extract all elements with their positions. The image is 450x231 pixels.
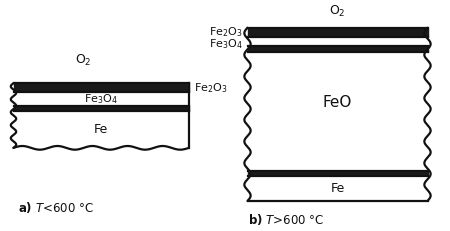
Text: FeO: FeO <box>323 95 352 110</box>
Text: Fe: Fe <box>330 182 345 195</box>
Text: $\bf{b)}$ $\mathit{T}$>600 °C: $\bf{b)}$ $\mathit{T}$>600 °C <box>248 212 324 227</box>
Text: Fe$_2$O$_3$: Fe$_2$O$_3$ <box>194 81 228 95</box>
Text: O$_2$: O$_2$ <box>329 4 346 19</box>
Text: Fe: Fe <box>94 123 108 136</box>
Text: $\bf{a)}$ $\mathit{T}$<600 °C: $\bf{a)}$ $\mathit{T}$<600 °C <box>18 201 94 215</box>
Text: Fe$_3$O$_4$: Fe$_3$O$_4$ <box>209 38 243 51</box>
Text: Fe$_3$O$_4$: Fe$_3$O$_4$ <box>84 92 118 106</box>
Text: O$_2$: O$_2$ <box>75 52 91 68</box>
Text: Fe$_2$O$_3$: Fe$_2$O$_3$ <box>209 25 243 39</box>
